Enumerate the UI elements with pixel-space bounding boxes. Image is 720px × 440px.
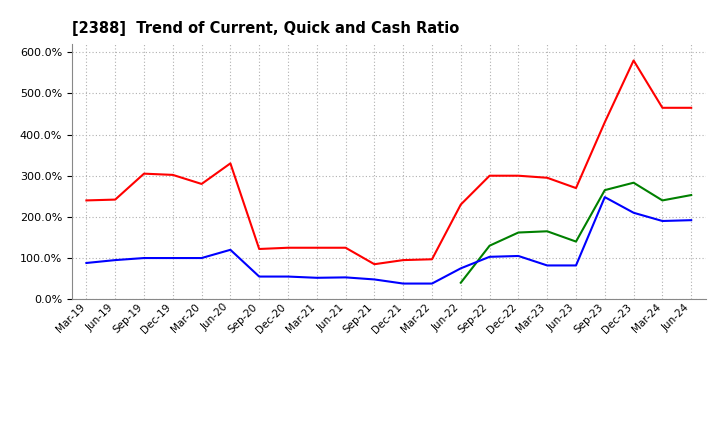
Current Ratio: [341, 245, 350, 250]
Cash Ratio: [197, 255, 206, 260]
Current Ratio: [370, 261, 379, 267]
Line: Current Ratio: Current Ratio: [86, 60, 691, 264]
Cash Ratio: [168, 255, 177, 260]
Current Ratio: [399, 257, 408, 263]
Current Ratio: [312, 245, 321, 250]
Quick Ratio: [485, 243, 494, 248]
Current Ratio: [255, 246, 264, 252]
Current Ratio: [600, 120, 609, 125]
Quick Ratio: [514, 230, 523, 235]
Cash Ratio: [284, 274, 292, 279]
Current Ratio: [111, 197, 120, 202]
Current Ratio: [456, 202, 465, 207]
Current Ratio: [168, 172, 177, 177]
Current Ratio: [82, 198, 91, 203]
Current Ratio: [658, 105, 667, 110]
Cash Ratio: [111, 257, 120, 263]
Cash Ratio: [629, 210, 638, 216]
Quick Ratio: [629, 180, 638, 185]
Cash Ratio: [687, 217, 696, 223]
Cash Ratio: [600, 194, 609, 200]
Cash Ratio: [572, 263, 580, 268]
Current Ratio: [543, 175, 552, 180]
Cash Ratio: [456, 266, 465, 271]
Current Ratio: [284, 245, 292, 250]
Cash Ratio: [226, 247, 235, 253]
Cash Ratio: [543, 263, 552, 268]
Quick Ratio: [687, 192, 696, 198]
Current Ratio: [572, 185, 580, 191]
Current Ratio: [687, 105, 696, 110]
Cash Ratio: [370, 277, 379, 282]
Cash Ratio: [485, 254, 494, 260]
Current Ratio: [226, 161, 235, 166]
Current Ratio: [629, 58, 638, 63]
Quick Ratio: [543, 229, 552, 234]
Cash Ratio: [514, 253, 523, 259]
Cash Ratio: [82, 260, 91, 266]
Quick Ratio: [456, 280, 465, 286]
Cash Ratio: [341, 275, 350, 280]
Current Ratio: [140, 171, 148, 176]
Cash Ratio: [399, 281, 408, 286]
Cash Ratio: [428, 281, 436, 286]
Quick Ratio: [600, 187, 609, 193]
Cash Ratio: [140, 255, 148, 260]
Line: Cash Ratio: Cash Ratio: [86, 197, 691, 283]
Current Ratio: [197, 181, 206, 187]
Quick Ratio: [658, 198, 667, 203]
Cash Ratio: [255, 274, 264, 279]
Text: [2388]  Trend of Current, Quick and Cash Ratio: [2388] Trend of Current, Quick and Cash …: [72, 21, 459, 36]
Line: Quick Ratio: Quick Ratio: [461, 183, 691, 283]
Cash Ratio: [312, 275, 321, 280]
Current Ratio: [485, 173, 494, 178]
Cash Ratio: [658, 218, 667, 224]
Quick Ratio: [572, 239, 580, 244]
Current Ratio: [428, 257, 436, 262]
Current Ratio: [514, 173, 523, 178]
